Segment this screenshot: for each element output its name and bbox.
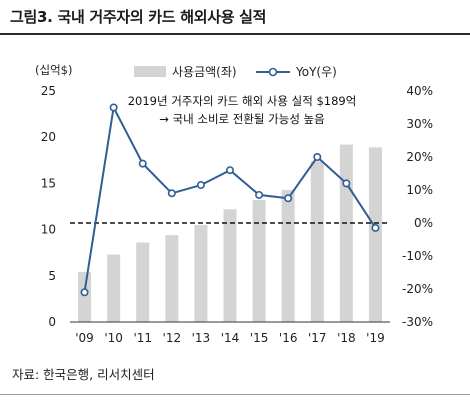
bar-4 (194, 224, 208, 322)
right-tick-label: -10% (402, 249, 433, 263)
right-tick-label: 30% (406, 117, 433, 131)
yoy-point-8 (313, 153, 322, 162)
x-tick-label: '16 (279, 331, 298, 345)
x-tick-label: '18 (337, 331, 356, 345)
right-tick-label: -20% (402, 282, 433, 296)
figure-title: 그림3. 국내 거주자의 카드 해외사용 실적 (10, 8, 267, 26)
left-axis-ticks: 0 5 10 15 20 25 (41, 84, 56, 329)
left-tick-label: 25 (41, 84, 56, 98)
yoy-point-6 (255, 190, 264, 199)
left-axis-label: (십억$) (35, 63, 72, 77)
legend-bar-swatch (134, 66, 166, 77)
x-tick-label: '17 (308, 331, 327, 345)
x-tick-label: '11 (133, 331, 152, 345)
yoy-point-1 (109, 103, 118, 112)
x-tick-label: '14 (221, 331, 240, 345)
source-note: 자료: 한국은행, 리서치센터 (12, 367, 155, 382)
bar-3 (165, 235, 179, 322)
x-tick-label: '19 (366, 331, 385, 345)
bar-1 (107, 254, 121, 322)
title-divider (0, 33, 470, 35)
yoy-point-4 (196, 181, 205, 190)
legend-line-marker (268, 67, 278, 77)
legend-line-label: YoY(우) (295, 65, 337, 79)
x-tick-label: '09 (75, 331, 94, 345)
chart: 0 5 10 15 20 25 -30% -20% -10% 0% 10% 20% 30% 40% '0… (35, 63, 433, 345)
right-tick-label: -30% (402, 315, 433, 329)
bar-8 (310, 161, 324, 322)
annotation-line-1: 2019년 거주자의 카드 해외 사용 실적 $189억 (128, 94, 357, 108)
yoy-point-0 (80, 288, 89, 297)
yoy-point-2 (138, 159, 147, 168)
x-tick-label: '15 (250, 331, 269, 345)
bar-0 (78, 272, 92, 322)
left-tick-label: 15 (41, 176, 56, 190)
yoy-point-9 (342, 179, 351, 188)
x-tick-label: '13 (192, 331, 211, 345)
right-tick-label: 20% (406, 150, 433, 164)
yoy-point-5 (226, 166, 235, 175)
bar-6 (252, 200, 266, 322)
bar-9 (339, 144, 353, 322)
legend: 사용금액(좌) YoY(우) (134, 65, 337, 79)
left-tick-label: 10 (41, 223, 56, 237)
left-tick-label: 5 (48, 269, 56, 283)
yoy-point-3 (167, 189, 176, 198)
bar-10 (368, 147, 382, 322)
x-tick-label: '12 (163, 331, 182, 345)
right-tick-label: 0% (414, 216, 433, 230)
left-tick-label: 0 (48, 315, 56, 329)
yoy-series-points (80, 103, 380, 297)
right-tick-label: 10% (406, 183, 433, 197)
left-tick-label: 20 (41, 130, 56, 144)
bar-series (78, 144, 382, 322)
annotation-line-2: → 국내 소비로 전환될 가능성 높음 (159, 112, 324, 126)
bar-2 (136, 242, 150, 322)
x-axis-ticks: '09 '10 '11 '12 '13 '14 '15 '16 '17 '18 '19 (75, 331, 384, 345)
right-axis-ticks: -30% -20% -10% 0% 10% 20% 30% 40% (402, 84, 433, 329)
bar-7 (281, 189, 295, 322)
right-tick-label: 40% (406, 84, 433, 98)
yoy-point-7 (284, 194, 293, 203)
legend-bar-label: 사용금액(좌) (172, 65, 237, 79)
source-divider (0, 394, 470, 395)
yoy-point-10 (371, 223, 380, 232)
x-tick-label: '10 (104, 331, 123, 345)
bar-5 (223, 209, 237, 322)
